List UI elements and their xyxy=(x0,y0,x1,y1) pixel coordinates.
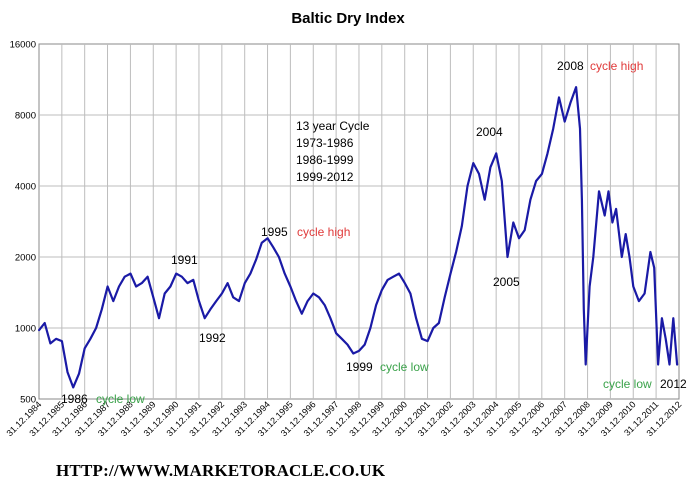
annotation-note: cycle high xyxy=(297,225,350,239)
y-tick-label: 500 xyxy=(20,395,36,406)
text-box-line: 1986-1999 xyxy=(296,153,354,167)
annotation-label: 1995 xyxy=(261,225,288,239)
annotation-label: 2005 xyxy=(493,275,520,289)
annotation-label: 2012 xyxy=(660,377,687,391)
annotation-label: 1991 xyxy=(171,253,198,267)
chart: Baltic Dry Index 500 1000 2000 4000 8000 1600… xyxy=(4,10,687,438)
annotation-label: 2008 xyxy=(557,59,584,73)
y-tick-label: 4000 xyxy=(15,182,36,193)
y-axis: 500 1000 2000 4000 8000 16000 xyxy=(10,40,36,406)
y-tick-label: 16000 xyxy=(10,40,36,51)
x-gridlines xyxy=(61,44,657,399)
annotation-label: 2004 xyxy=(476,125,503,139)
y-tick-label: 1000 xyxy=(15,324,36,335)
text-box-line: 1973-1986 xyxy=(296,136,354,150)
annotations: 1986 cycle low 1991 1992 1995 cycle high… xyxy=(61,59,687,406)
chart-title: Baltic Dry Index xyxy=(291,10,405,27)
y-gridlines xyxy=(39,114,679,329)
annotation-label: 1992 xyxy=(199,331,226,345)
y-tick-label: 8000 xyxy=(15,111,36,122)
source-url: HTTP://WWW.MARKETORACLE.CO.UK xyxy=(56,461,386,480)
series xyxy=(37,85,679,389)
text-box-line: 1999-2012 xyxy=(296,170,354,184)
annotation-note: cycle low xyxy=(380,360,429,374)
annotation-label: 1986 xyxy=(61,392,88,406)
y-tick-label: 2000 xyxy=(15,253,36,264)
cycle-text-box: 13 year Cycle 1973-1986 1986-1999 1999-2… xyxy=(296,119,370,184)
annotation-label: 1999 xyxy=(346,360,373,374)
annotation-note: cycle high xyxy=(590,59,643,73)
text-box-line: 13 year Cycle xyxy=(296,119,370,133)
series-line xyxy=(37,85,679,389)
annotation-note: cycle low xyxy=(603,377,652,391)
annotation-note: cycle low xyxy=(96,392,145,406)
